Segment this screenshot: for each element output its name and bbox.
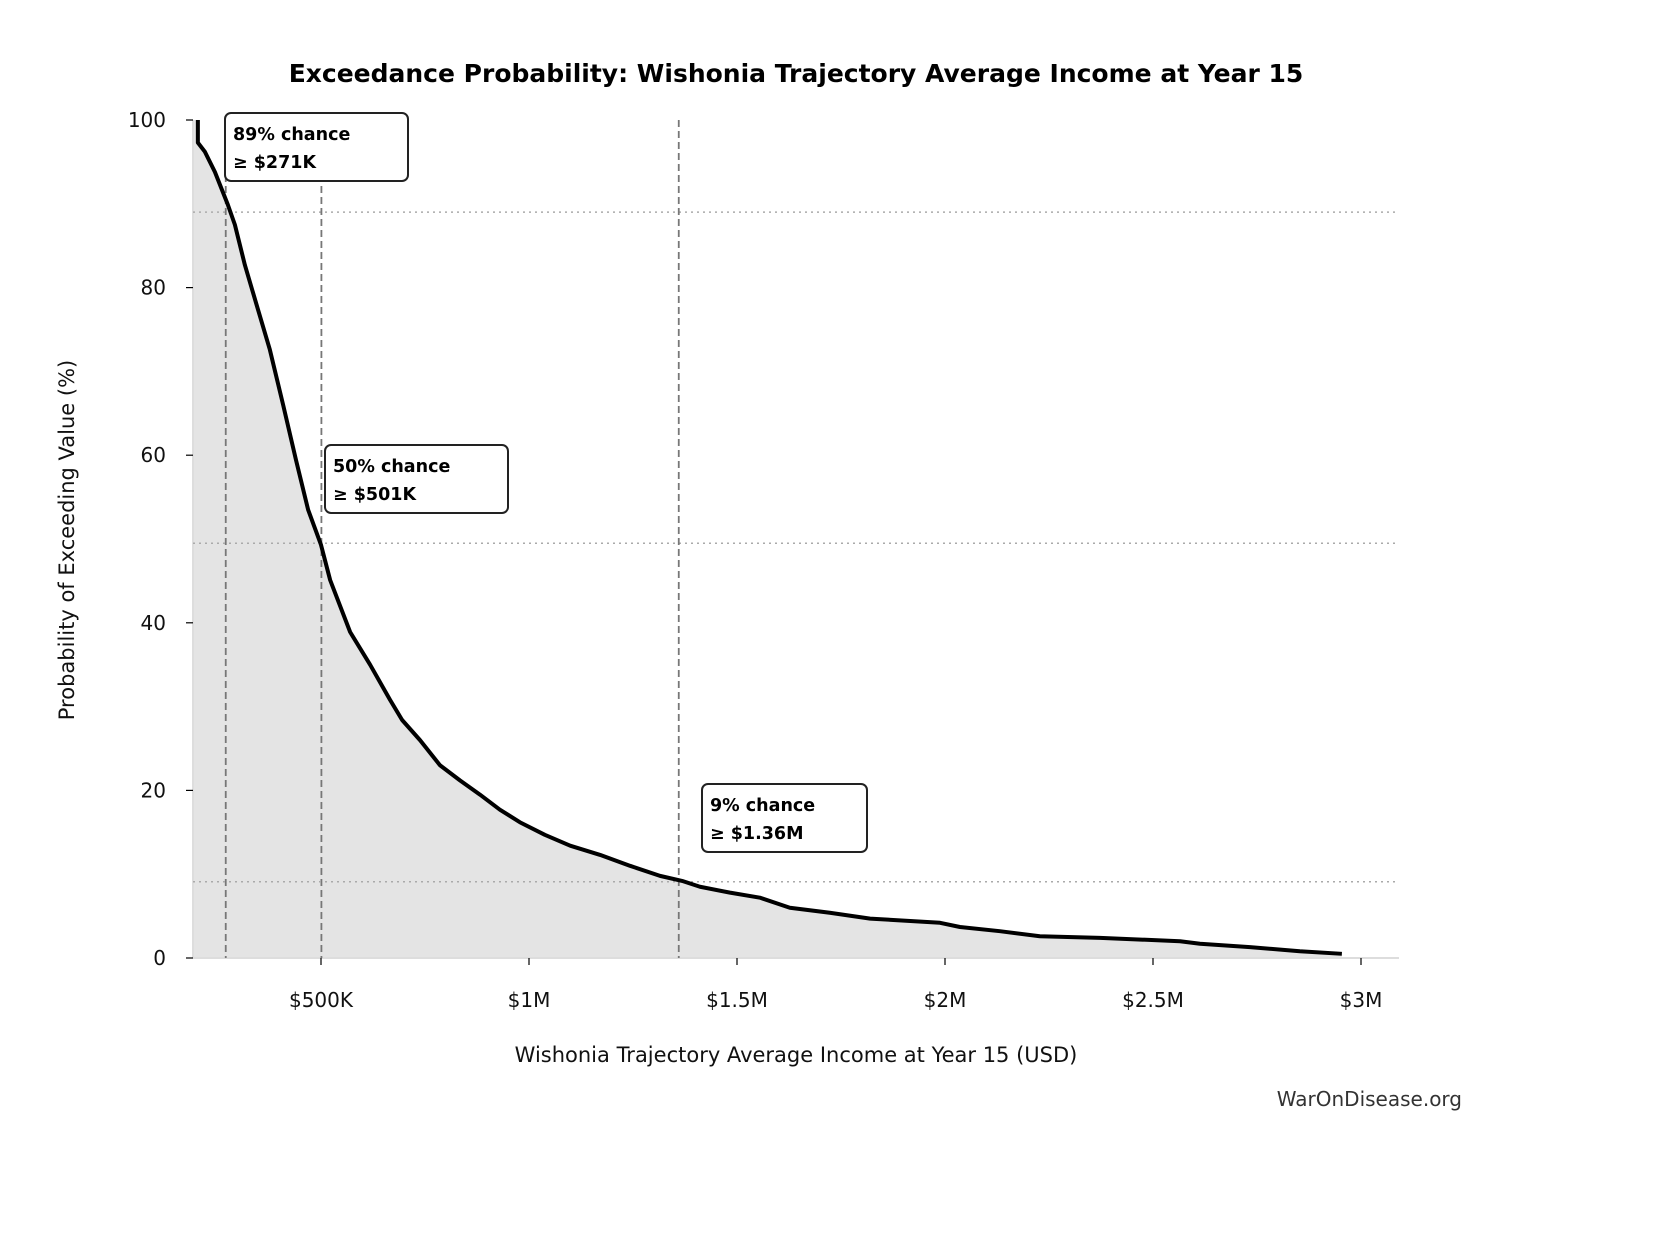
annotation-line2: ≥ $271K bbox=[233, 153, 317, 173]
annotation-line2: ≥ $501K bbox=[333, 485, 417, 505]
y-axis-label: Probability of Exceeding Value (%) bbox=[55, 360, 79, 720]
annotation-box: 89% chance ≥ $271K bbox=[224, 112, 409, 182]
annotation-box: 50% chance ≥ $501K bbox=[324, 444, 509, 514]
annotation-frame bbox=[324, 444, 509, 514]
plot-area bbox=[192, 120, 1399, 959]
annotation-line1: 89% chance bbox=[233, 125, 350, 145]
x-tick-label: $3M bbox=[1340, 988, 1383, 1012]
x-axis: $500K $1M $1.5M $2M $2.5M $3M bbox=[289, 958, 1382, 1012]
y-tick-label: 80 bbox=[141, 276, 166, 300]
x-tick-label: $1.5M bbox=[706, 988, 768, 1012]
annotation-line2: ≥ $1.36M bbox=[710, 824, 804, 844]
annotation-frame bbox=[224, 112, 409, 182]
x-tick-label: $1M bbox=[508, 988, 551, 1012]
x-tick-label: $2M bbox=[924, 988, 967, 1012]
x-tick-label: $500K bbox=[289, 988, 354, 1012]
y-tick-label: 40 bbox=[141, 611, 166, 635]
y-tick-label: 60 bbox=[141, 443, 166, 467]
area-fill bbox=[193, 120, 1342, 958]
y-tick-label: 100 bbox=[128, 108, 166, 132]
chart-title: Exceedance Probability: Wishonia Traject… bbox=[289, 59, 1304, 88]
watermark: WarOnDisease.org bbox=[1277, 1087, 1462, 1111]
annotations: 89% chance ≥ $271K 50% chance ≥ $501K 9% cha… bbox=[224, 112, 868, 853]
annotation-line1: 50% chance bbox=[333, 457, 450, 477]
x-tick-label: $2.5M bbox=[1122, 988, 1184, 1012]
y-axis: 0 20 40 60 80 100 bbox=[128, 108, 193, 970]
annotation-frame bbox=[701, 783, 868, 853]
y-tick-label: 0 bbox=[153, 946, 166, 970]
annotation-box: 9% chance ≥ $1.36M bbox=[701, 783, 868, 853]
y-tick-label: 20 bbox=[141, 778, 166, 802]
exceedance-curve bbox=[195, 120, 1342, 956]
annotation-line1: 9% chance bbox=[710, 796, 815, 816]
x-axis-label: Wishonia Trajectory Average Income at Ye… bbox=[515, 1043, 1078, 1067]
